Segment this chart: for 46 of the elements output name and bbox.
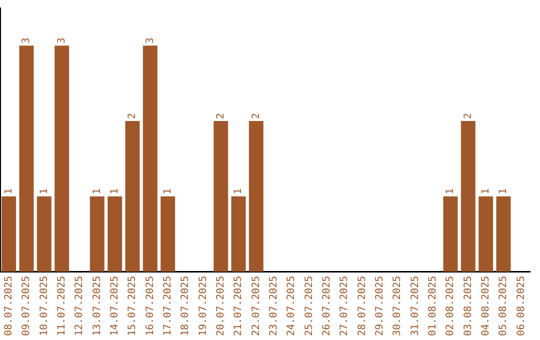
x-tick-label: 21.07.2025 bbox=[233, 276, 244, 336]
x-tick-label: 10.07.2025 bbox=[38, 276, 50, 336]
x-tick-label: 16.07.2025 bbox=[144, 276, 156, 336]
data-label: 3 bbox=[144, 38, 156, 44]
x-tick-label: 22.07.2025 bbox=[250, 276, 262, 336]
x-tick-label: 08.07.2025 bbox=[3, 276, 14, 336]
x-tick-label: 29.07.2025 bbox=[374, 276, 386, 336]
data-label: 1 bbox=[3, 188, 14, 194]
x-tick-label: 11.07.2025 bbox=[56, 276, 68, 336]
x-tick-label: 23.07.2025 bbox=[268, 276, 280, 336]
data-label: 2 bbox=[215, 113, 226, 120]
data-label: 1 bbox=[233, 188, 244, 194]
data-label: 1 bbox=[38, 188, 50, 194]
x-tick-label: 14.07.2025 bbox=[109, 276, 120, 336]
x-tick-label: 03.08.2025 bbox=[462, 276, 474, 336]
x-tick-label: 02.08.2025 bbox=[445, 276, 456, 336]
x-tick-label: 13.07.2025 bbox=[92, 276, 103, 336]
x-tick-label: 17.07.2025 bbox=[162, 276, 174, 336]
data-label: 1 bbox=[498, 188, 510, 194]
x-tick-label: 18.07.2025 bbox=[180, 276, 192, 336]
x-tick-label: 31.07.2025 bbox=[410, 276, 421, 336]
data-label: 1 bbox=[445, 188, 456, 194]
x-tick-label: 25.07.2025 bbox=[304, 276, 315, 336]
x-tick-label: 26.07.2025 bbox=[321, 276, 332, 336]
data-label: 1 bbox=[162, 188, 174, 194]
x-tick-label: 24.07.2025 bbox=[286, 276, 298, 336]
data-label: 1 bbox=[92, 188, 103, 194]
x-tick-label: 19.07.2025 bbox=[198, 276, 209, 336]
x-tick-label: 06.08.2025 bbox=[516, 276, 527, 336]
x-tick-label: 27.07.2025 bbox=[339, 276, 350, 336]
data-label: 2 bbox=[127, 113, 138, 120]
x-tick-label: 28.07.2025 bbox=[356, 276, 368, 336]
x-tick-label: 05.08.2025 bbox=[498, 276, 510, 336]
data-label: 2 bbox=[250, 113, 262, 120]
x-tick-label: 09.07.2025 bbox=[21, 276, 32, 336]
x-tick-label: 20.07.2025 bbox=[215, 276, 226, 336]
data-label: 3 bbox=[56, 38, 68, 44]
x-tick-label: 15.07.2025 bbox=[127, 276, 138, 336]
data-label: 2 bbox=[462, 113, 474, 120]
x-tick-label: 30.07.2025 bbox=[392, 276, 404, 336]
x-tick-label: 01.08.2025 bbox=[427, 276, 438, 336]
data-label: 3 bbox=[21, 38, 32, 44]
x-tick-label: 04.08.2025 bbox=[480, 276, 492, 336]
data-label: 1 bbox=[109, 188, 120, 194]
data-label: 1 bbox=[480, 188, 492, 194]
x-tick-label: 12.07.2025 bbox=[74, 276, 86, 336]
